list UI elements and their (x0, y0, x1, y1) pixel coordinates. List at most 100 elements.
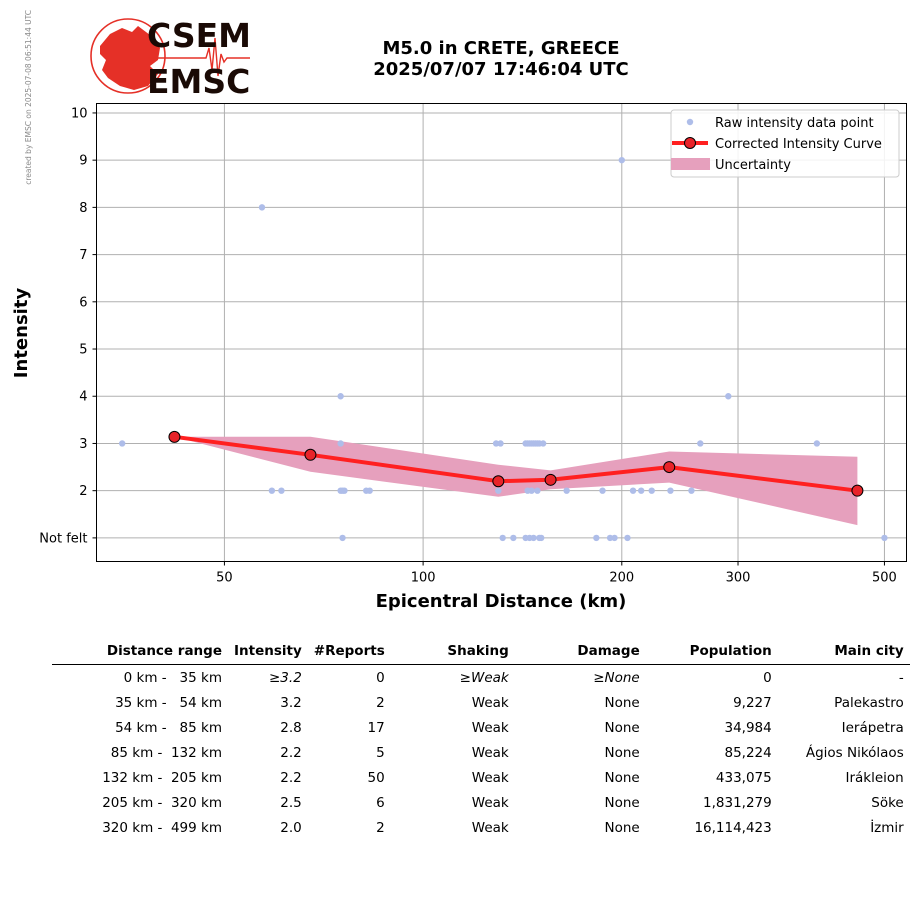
legend-curve-marker (684, 137, 696, 149)
x-tick-label: 200 (609, 571, 634, 586)
creation-note: created by EMSC on 2025-07-08 06:51:44 U… (24, 10, 33, 185)
raw-intensity-point (268, 487, 276, 494)
cell-distance-range: 35 km - 54 km (115, 694, 222, 711)
header-population: Population (689, 643, 772, 659)
corrected-curve-marker (544, 473, 557, 486)
cell-damage: None (604, 744, 640, 761)
legend-band-swatch (671, 158, 710, 170)
cell-population: 433,075 (715, 769, 772, 786)
axis-ticks: 50 100 200 300 500 Not felt 2 3 4 5 6 7 8 9 10 (39, 106, 897, 585)
cell-damage: None (604, 819, 640, 836)
cell-intensity: 3.2 (280, 694, 302, 711)
cell-distance-range: 85 km - 132 km (110, 744, 222, 761)
table-row: 54 km - 85 km 2.8 17 Weak None 34,984 Ie… (52, 715, 910, 740)
raw-intensity-point (593, 534, 600, 542)
y-tick-label: 2 (79, 484, 87, 499)
x-tick-label: 50 (216, 571, 233, 586)
y-tick-label: 10 (71, 106, 88, 121)
raw-intensity-point (366, 487, 373, 494)
raw-intensity-point (667, 487, 674, 494)
x-tick-label: 500 (872, 571, 897, 586)
table-row: 205 km - 320 km 2.5 6 Weak None 1,831,27… (52, 790, 910, 815)
cell-damage: ≥None (593, 669, 640, 686)
cell-reports: 2 (376, 694, 385, 711)
raw-intensity-point (606, 534, 614, 542)
cell-shaking: Weak (471, 794, 509, 811)
header-shaking: Shaking (447, 643, 509, 659)
intensity-chart: 50 100 200 300 500 Not felt 2 3 4 5 6 7 8 9 10 Raw int… (11, 103, 907, 612)
table-row: 85 km - 132 km 2.2 5 Weak None 85,224 Ág… (52, 740, 910, 765)
logo-seismogram-line (148, 37, 250, 77)
corrected-curve-layer (168, 430, 864, 497)
header-damage: Damage (577, 643, 640, 659)
cell-intensity: 2.5 (280, 794, 302, 811)
cell-population: 34,984 (724, 719, 772, 736)
raw-intensity-point (492, 440, 500, 447)
table-row: 320 km - 499 km 2.0 2 Weak None 16,114,4… (52, 815, 910, 840)
creation-note-text: created by EMSC on 2025-07-08 06:51:44 U… (24, 10, 33, 185)
raw-intensity-point (648, 487, 655, 494)
header-distance-range: Distance range (106, 643, 222, 659)
cell-damage: None (604, 719, 640, 736)
raw-intensity-point (629, 487, 637, 494)
table-row: 35 km - 54 km 3.2 2 Weak None 9,227 Pale… (52, 690, 910, 715)
raw-intensity-point (881, 534, 888, 542)
y-axis-label: Intensity (11, 288, 32, 379)
corrected-curve-marker (304, 448, 317, 461)
cell-reports: 50 (367, 769, 385, 786)
cell-shaking: Weak (471, 694, 509, 711)
cell-main-city: Irákleion (845, 769, 904, 786)
legend-label: Uncertainty (715, 158, 791, 173)
legend-raw-marker (686, 118, 694, 126)
cell-shaking: Weak (471, 769, 509, 786)
raw-intensity-point (258, 204, 266, 211)
plot-frame (96, 103, 907, 562)
chart-title: M5.0 in CRETE, GREECE 2025/07/07 17:46:0… (300, 38, 702, 80)
logo-emsc-text: EMSC (147, 62, 250, 100)
cell-intensity: 2.0 (280, 819, 302, 836)
raw-intensity-point (624, 534, 631, 542)
raw-intensity-point (278, 487, 285, 494)
raw-intensity-point (341, 487, 348, 494)
cell-reports: 5 (376, 744, 385, 761)
cell-main-city: Ierápetra (841, 719, 904, 736)
logo-globe-ring (90, 18, 166, 94)
cell-distance-range: 205 km - 320 km (102, 794, 222, 811)
cell-intensity: 2.2 (280, 769, 302, 786)
cell-intensity: ≥3.2 (269, 669, 302, 686)
cell-damage: None (604, 694, 640, 711)
raw-intensity-point (539, 440, 547, 447)
raw-intensity-point (528, 487, 535, 494)
raw-intensity-point (538, 534, 545, 542)
cell-reports: 6 (376, 794, 385, 811)
cell-shaking: Weak (471, 819, 509, 836)
cell-reports: 2 (376, 819, 385, 836)
corrected-curve-marker (663, 461, 676, 474)
raw-intensity-point (118, 440, 126, 447)
raw-intensity-point (497, 440, 504, 447)
cell-shaking: Weak (471, 744, 509, 761)
cell-distance-range: 320 km - 499 km (102, 819, 222, 836)
table-row: 132 km - 205 km 2.2 50 Weak None 433,075… (52, 765, 910, 790)
corrected-intensity-line (174, 434, 858, 493)
raw-intensity-point (339, 534, 346, 542)
cell-reports: 0 (376, 669, 385, 686)
raw-intensity-point (599, 487, 606, 494)
raw-intensity-point (618, 156, 625, 164)
chart-legend: Raw intensity data point Corrected Intens… (670, 109, 900, 178)
x-tick-label: 300 (726, 571, 751, 586)
raw-intensity-point (499, 534, 506, 542)
chart-title-line2: 2025/07/07 17:46:04 UTC (373, 59, 629, 80)
legend-box (670, 109, 900, 178)
raw-intensity-point (530, 534, 537, 542)
y-tick-label: 4 (79, 390, 87, 405)
cell-population: 1,831,279 (703, 794, 772, 811)
cell-main-city: Ágios Nikólaos (805, 744, 904, 761)
cell-distance-range: 0 km - 35 km (123, 669, 222, 686)
logo-csem-text: CSEM (147, 16, 251, 55)
raw-intensity-point (725, 393, 732, 400)
raw-intensity-point (611, 534, 618, 542)
table-row: 0 km - 35 km ≥3.2 0 ≥Weak ≥None 0 - (52, 665, 910, 691)
x-axis-label: Epicentral Distance (km) (376, 591, 627, 612)
raw-intensity-point (637, 487, 645, 494)
